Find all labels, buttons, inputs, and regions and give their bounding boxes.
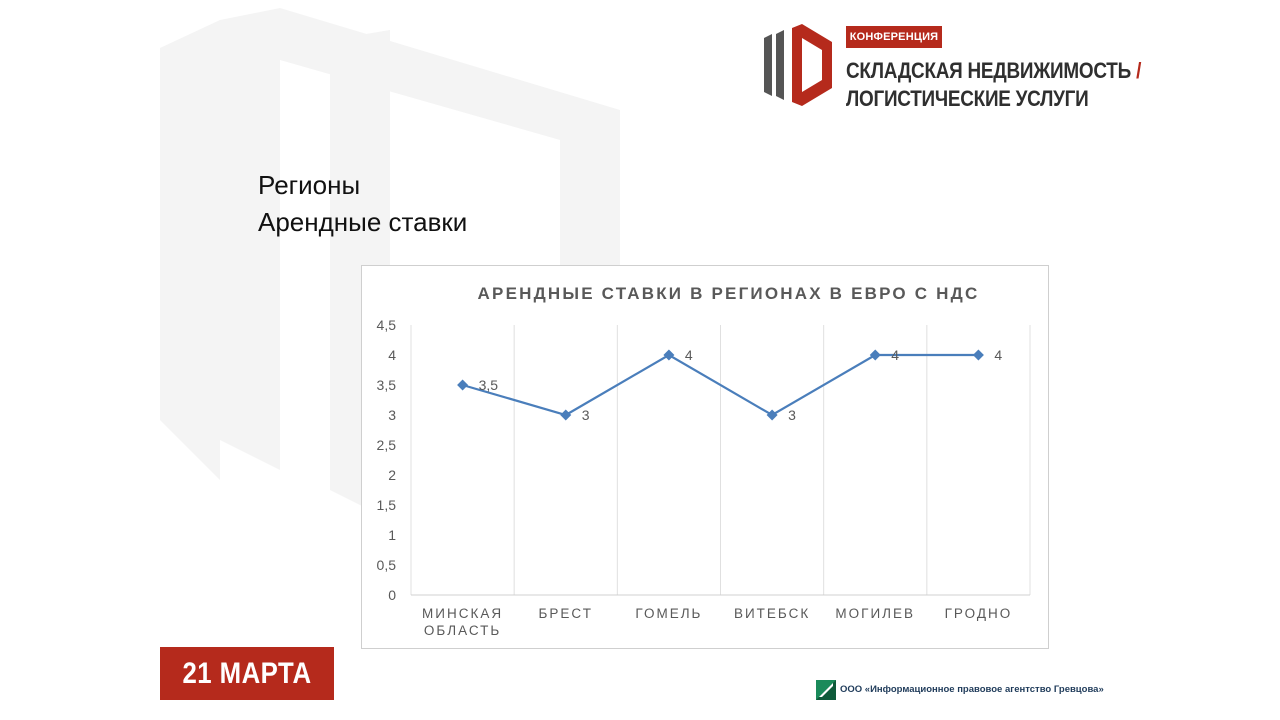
data-point-marker xyxy=(766,409,778,421)
y-tick-label: 1 xyxy=(388,527,396,543)
y-tick-label: 4,5 xyxy=(377,317,397,333)
x-tick-label: МОГИЛЕВ xyxy=(835,606,915,621)
y-tick-label: 2 xyxy=(388,467,396,483)
data-label: 3 xyxy=(582,407,590,423)
x-tick-label: ВИТЕБСК xyxy=(734,606,810,621)
conference-title-line2: ЛОГИСТИЧЕСКИЕ УСЛУГИ xyxy=(846,86,1089,111)
conference-logo-icon xyxy=(764,24,832,106)
slide-heading-rents: Арендные ставки xyxy=(258,207,468,237)
data-point-marker xyxy=(972,349,984,361)
data-label: 3 xyxy=(788,407,796,423)
data-label: 4 xyxy=(685,347,693,363)
x-tick-label: ГОМЕЛЬ xyxy=(635,606,702,621)
event-date-box: 21 МАРТА xyxy=(160,647,334,700)
y-tick-label: 0,5 xyxy=(377,557,397,573)
data-label: 4 xyxy=(994,347,1002,363)
x-tick-label: ОБЛАСТЬ xyxy=(424,623,501,638)
agency-name: ООО «Информационное правовое агентство Г… xyxy=(840,684,1104,695)
line-chart: АРЕНДНЫЕ СТАВКИ В РЕГИОНАХ В ЕВРО С НДС 0… xyxy=(377,284,1031,638)
chart-title: АРЕНДНЫЕ СТАВКИ В РЕГИОНАХ В ЕВРО С НДС xyxy=(478,284,980,303)
event-date: 21 МАРТА xyxy=(182,656,312,690)
y-tick-label: 3,5 xyxy=(377,377,397,393)
data-point-marker xyxy=(457,379,469,391)
y-tick-label: 2,5 xyxy=(377,437,397,453)
data-point-marker xyxy=(663,349,675,361)
data-label: 3,5 xyxy=(479,377,499,393)
conference-title-text1: СКЛАДСКАЯ НЕДВИЖИМОСТЬ xyxy=(846,58,1131,83)
x-tick-label: МИНСКАЯ xyxy=(422,606,503,621)
agency-logo-icon xyxy=(816,680,836,700)
chart-container: АРЕНДНЫЕ СТАВКИ В РЕГИОНАХ В ЕВРО С НДС 0… xyxy=(361,265,1049,649)
data-point-marker xyxy=(560,409,572,421)
x-tick-label: ГРОДНО xyxy=(945,606,1013,621)
y-tick-label: 0 xyxy=(388,587,396,603)
y-tick-label: 4 xyxy=(388,347,396,363)
title-slash: / xyxy=(1136,58,1142,83)
series-line xyxy=(462,353,979,417)
data-label: 4 xyxy=(891,347,899,363)
data-point-marker xyxy=(869,349,881,361)
conference-badge: КОНФЕРЕНЦИЯ xyxy=(846,26,942,48)
x-tick-label: БРЕСТ xyxy=(539,606,593,621)
y-tick-label: 3 xyxy=(388,407,396,423)
slide-heading-regions: Регионы xyxy=(258,170,361,200)
y-tick-label: 1,5 xyxy=(377,497,397,513)
conference-title-line1: СКЛАДСКАЯ НЕДВИЖИМОСТЬ / xyxy=(846,58,1141,84)
